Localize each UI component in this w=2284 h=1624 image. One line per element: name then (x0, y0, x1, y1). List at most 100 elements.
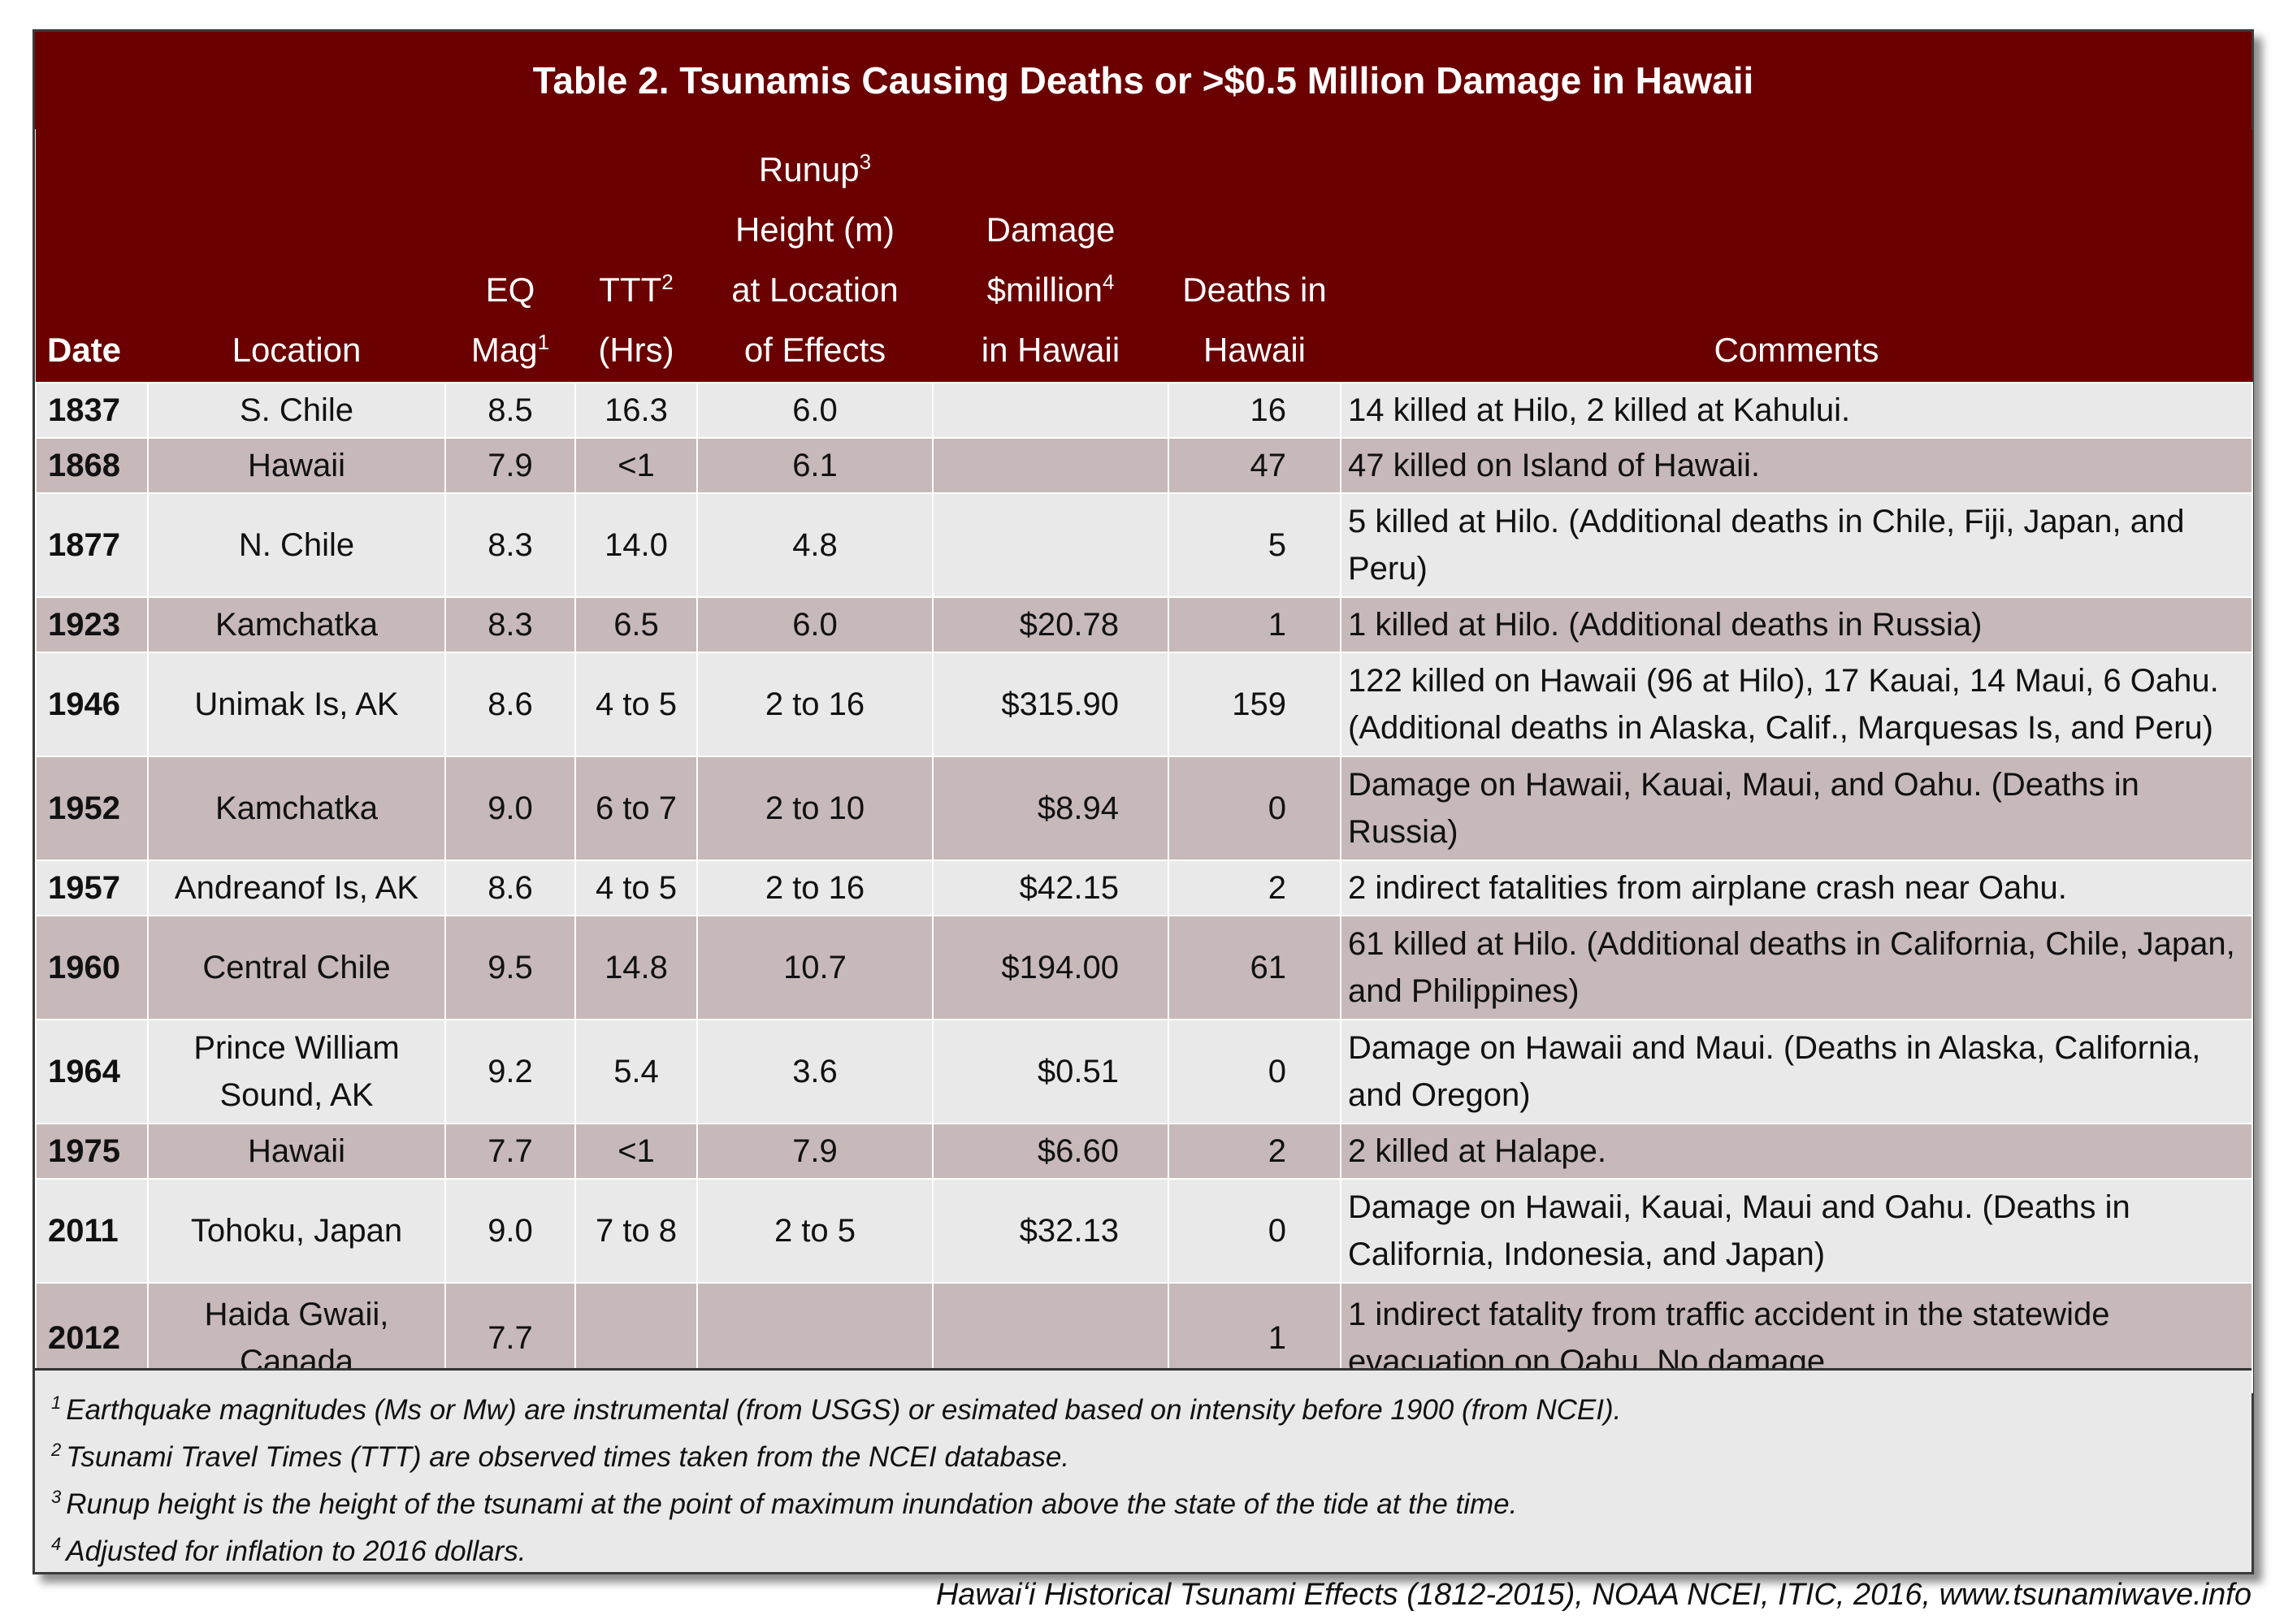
cell-ttt: 4 to 5 (574, 652, 698, 757)
table-row: 2011 Tohoku, Japan 9.0 7 to 8 2 to 5 $32… (35, 1178, 2253, 1284)
cell-date: 1877 (35, 492, 149, 598)
cell-ttt: 5.4 (574, 1019, 698, 1124)
cell-mag: 9.2 (444, 1019, 576, 1124)
header-ttt: TTT2 (Hrs) (575, 129, 697, 383)
header-damage: Damage $million4 in Hawaii (933, 129, 1168, 383)
footnote: 3 Runup height is the height of the tsuna… (51, 1487, 1518, 1520)
header-date: Date (36, 129, 148, 383)
cell-deaths: 159 (1168, 652, 1341, 757)
cell-mag: 8.5 (444, 382, 576, 439)
cell-damage: $20.78 (932, 596, 1169, 653)
cell-location: S. Chile (147, 382, 446, 439)
cell-damage: $6.60 (932, 1123, 1169, 1180)
cell-damage (932, 382, 1169, 439)
cell-damage: $42.15 (932, 860, 1169, 916)
cell-runup: 2 to 5 (696, 1178, 934, 1284)
cell-damage: $0.51 (932, 1019, 1169, 1124)
header-comments: Comments (1341, 129, 2252, 383)
cell-date: 2011 (35, 1178, 149, 1284)
table-title: Table 2. Tsunamis Causing Deaths or >$0.… (35, 32, 2251, 129)
cell-deaths: 1 (1168, 596, 1341, 653)
footnote: 1 Earthquake magnitudes (Ms or Mw) are in… (51, 1392, 1622, 1426)
cell-date: 1837 (35, 382, 149, 439)
cell-ttt: <1 (574, 437, 698, 494)
cell-comments: Damage on Hawaii, Kauai, Maui, and Oahu.… (1340, 756, 2253, 861)
footnote: 4 Adjusted for inflation to 2016 dollars. (51, 1534, 527, 1567)
cell-mag: 8.6 (444, 860, 576, 916)
cell-mag: 8.3 (444, 596, 576, 653)
cell-comments: 1 killed at Hilo. (Additional deaths in … (1340, 596, 2253, 653)
cell-mag: 8.3 (444, 492, 576, 598)
cell-comments: 47 killed on Island of Hawaii. (1340, 437, 2253, 494)
cell-runup: 2 to 16 (696, 860, 934, 916)
cell-deaths: 0 (1168, 756, 1341, 861)
cell-location: Central Chile (147, 915, 446, 1020)
cell-date: 1975 (35, 1123, 149, 1180)
cell-location: Unimak Is, AK (147, 652, 446, 757)
cell-ttt: 6.5 (574, 596, 698, 653)
cell-runup: 6.1 (696, 437, 934, 494)
table-row: 1964 Prince William Sound, AK 9.2 5.4 3.… (35, 1019, 2253, 1124)
cell-runup: 2 to 10 (696, 756, 934, 861)
cell-damage: $315.90 (932, 652, 1169, 757)
cell-damage (932, 492, 1169, 598)
cell-comments: 5 killed at Hilo. (Additional deaths in … (1340, 492, 2253, 598)
cell-deaths: 0 (1168, 1178, 1341, 1284)
cell-mag: 9.0 (444, 1178, 576, 1284)
table-row: 1946 Unimak Is, AK 8.6 4 to 5 2 to 16 $3… (35, 652, 2253, 757)
cell-date: 1964 (35, 1019, 149, 1124)
cell-runup: 2 to 16 (696, 652, 934, 757)
cell-damage (932, 437, 1169, 494)
cell-ttt: <1 (574, 1123, 698, 1180)
cell-date: 1923 (35, 596, 149, 653)
table-row: 1837 S. Chile 8.5 16.3 6.0 16 14 killed … (35, 382, 2253, 439)
header-deaths: Deaths in Hawaii (1168, 129, 1341, 383)
cell-date: 1868 (35, 437, 149, 494)
cell-date: 1946 (35, 652, 149, 757)
cell-location: Kamchatka (147, 756, 446, 861)
cell-location: Kamchatka (147, 596, 446, 653)
cell-location: Tohoku, Japan (147, 1178, 446, 1284)
cell-date: 1957 (35, 860, 149, 916)
cell-location: Hawaii (147, 437, 446, 494)
header-row: Date Location EQ Mag1 TTT2 (Hrs) Runup3 … (36, 129, 2252, 383)
cell-runup: 6.0 (696, 382, 934, 439)
cell-date: 1960 (35, 915, 149, 1020)
cell-location: N. Chile (147, 492, 446, 598)
cell-deaths: 5 (1168, 492, 1341, 598)
cell-runup: 3.6 (696, 1019, 934, 1124)
cell-damage: $194.00 (932, 915, 1169, 1020)
cell-ttt: 14.0 (574, 492, 698, 598)
cell-damage: $8.94 (932, 756, 1169, 861)
cell-deaths: 0 (1168, 1019, 1341, 1124)
table-frame: Table 2. Tsunamis Causing Deaths or >$0.… (33, 29, 2254, 1574)
cell-comments: Damage on Hawaii and Maui. (Deaths in Al… (1340, 1019, 2253, 1124)
cell-comments: 2 indirect fatalities from airplane cras… (1340, 860, 2253, 916)
cell-ttt: 4 to 5 (574, 860, 698, 916)
source-citation: Hawaiʻi Historical Tsunami Effects (1812… (935, 1578, 2251, 1612)
cell-date: 1952 (35, 756, 149, 861)
table-row: 1960 Central Chile 9.5 14.8 10.7 $194.00… (35, 915, 2253, 1020)
table-row: 1952 Kamchatka 9.0 6 to 7 2 to 10 $8.94 … (35, 756, 2253, 861)
table-row: 1923 Kamchatka 8.3 6.5 6.0 $20.78 1 1 ki… (35, 596, 2253, 653)
cell-ttt: 6 to 7 (574, 756, 698, 861)
cell-deaths: 2 (1168, 860, 1341, 916)
cell-runup: 10.7 (696, 915, 934, 1020)
cell-deaths: 61 (1168, 915, 1341, 1020)
cell-ttt: 7 to 8 (574, 1178, 698, 1284)
cell-location: Andreanof Is, AK (147, 860, 446, 916)
footnote: 2 Tsunami Travel Times (TTT) are observed… (51, 1440, 1070, 1473)
cell-deaths: 2 (1168, 1123, 1341, 1180)
cell-deaths: 16 (1168, 382, 1341, 439)
cell-runup: 4.8 (696, 492, 934, 598)
cell-comments: Damage on Hawaii, Kauai, Maui and Oahu. … (1340, 1178, 2253, 1284)
table-row: 1975 Hawaii 7.7 <1 7.9 $6.60 2 2 killed … (35, 1123, 2253, 1180)
cell-ttt: 16.3 (574, 382, 698, 439)
cell-mag: 9.5 (444, 915, 576, 1020)
cell-comments: 61 killed at Hilo. (Additional deaths in… (1340, 915, 2253, 1020)
cell-ttt: 14.8 (574, 915, 698, 1020)
header-location: Location (148, 129, 445, 383)
cell-runup: 7.9 (696, 1123, 934, 1180)
tsunami-table: Date Location EQ Mag1 TTT2 (Hrs) Runup3 … (35, 129, 2253, 1393)
cell-mag: 8.6 (444, 652, 576, 757)
